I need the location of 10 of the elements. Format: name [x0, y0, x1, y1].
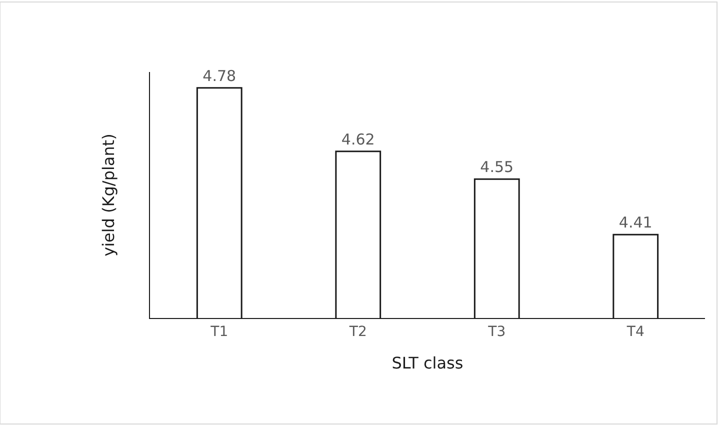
y-axis-title: yield (Kg/plant): [98, 134, 118, 256]
data-label: 4.55: [480, 158, 514, 176]
x-tick-label: T4: [626, 324, 644, 340]
x-tick-label: T1: [210, 324, 228, 340]
x-tick-label: T2: [348, 324, 367, 340]
x-tick-label: T3: [487, 324, 506, 340]
data-label: 4.78: [202, 66, 236, 85]
data-label: 4.41: [618, 214, 652, 232]
data-label: 4.62: [341, 130, 375, 148]
x-axis-title: SLT class: [392, 354, 464, 372]
